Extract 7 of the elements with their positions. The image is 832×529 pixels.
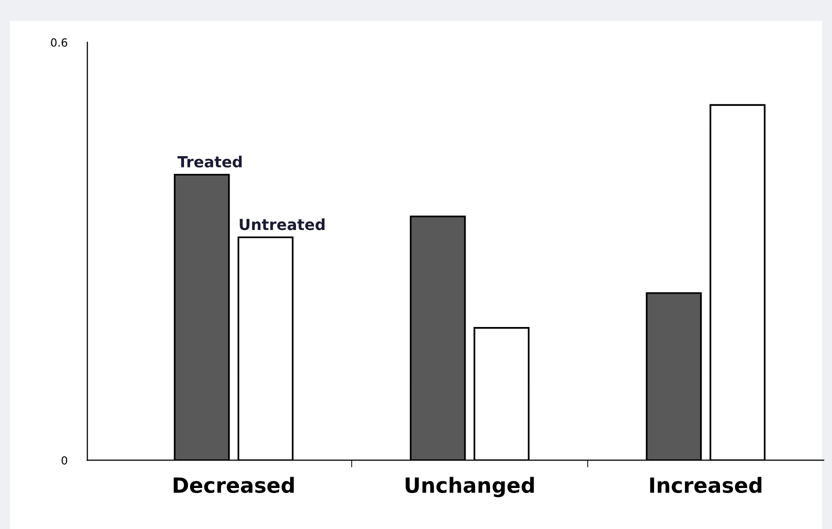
x-tick-label: Unchanged — [406, 476, 534, 498]
series-label: Treated — [177, 156, 242, 168]
x-tick-label: Increased — [650, 476, 762, 494]
series-label: Untreated — [240, 218, 325, 230]
x-tick-label: Decreased — [174, 476, 294, 494]
y-tick-label: 0.6 — [50, 38, 68, 47]
y-tick-label: 0 — [62, 456, 68, 465]
